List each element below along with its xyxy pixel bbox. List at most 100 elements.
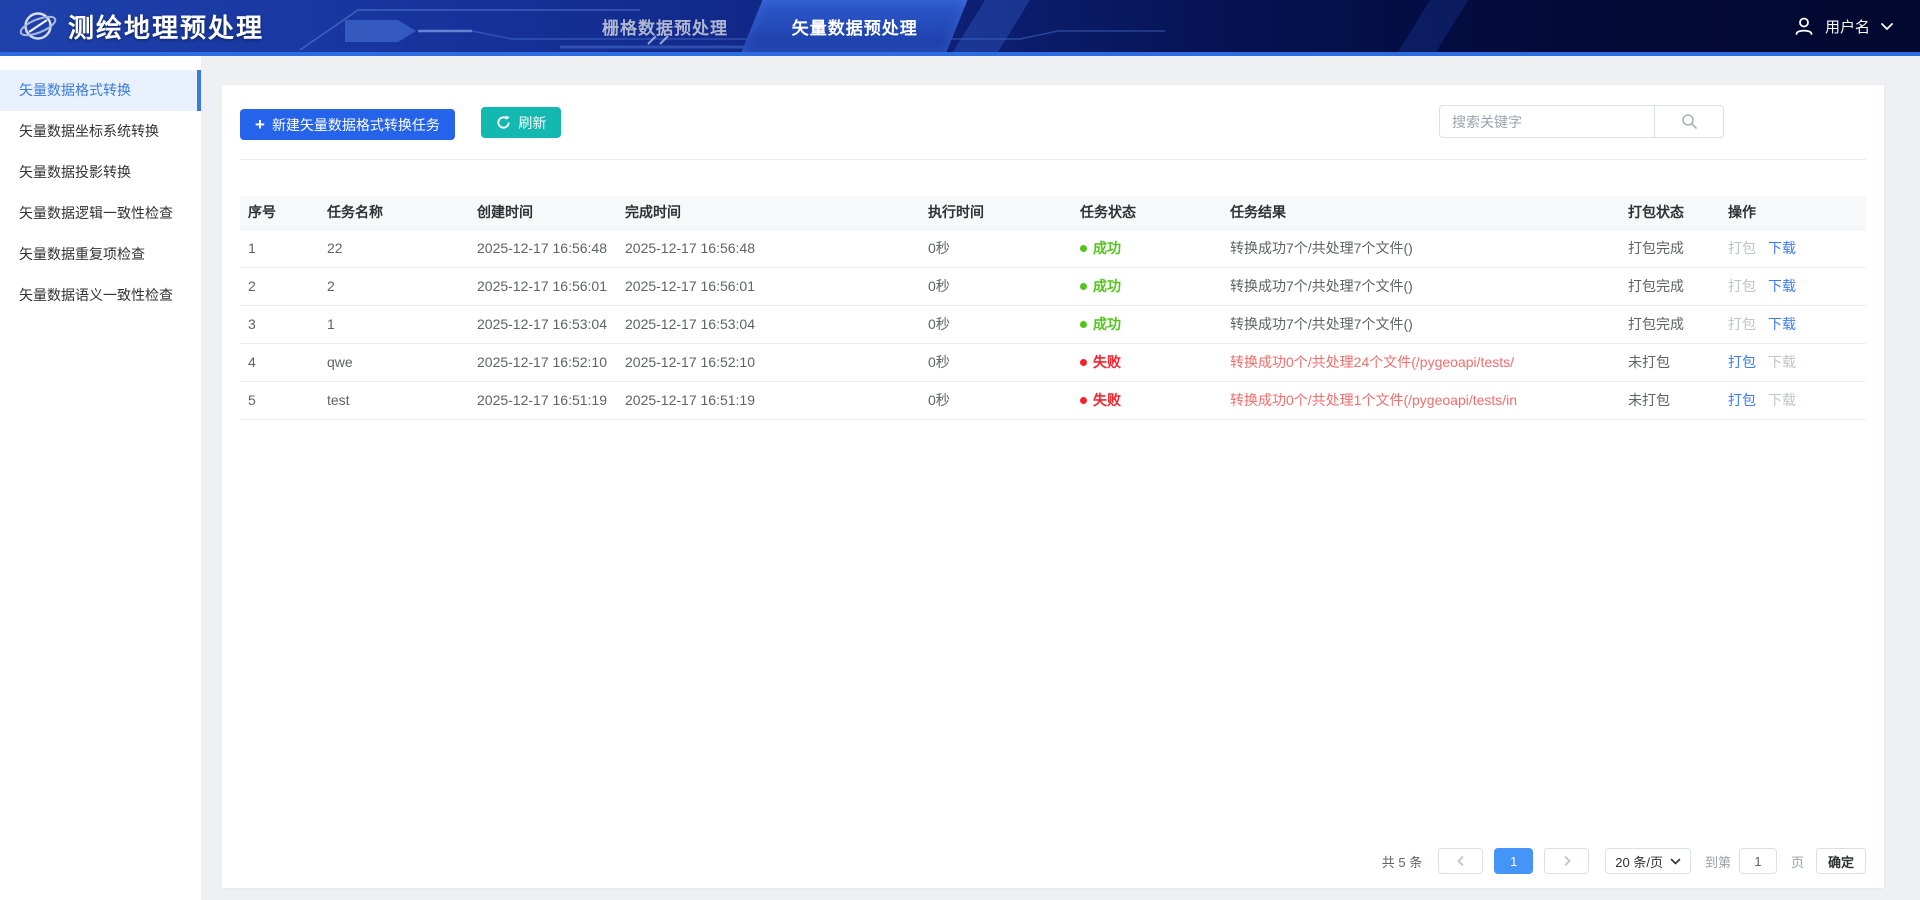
cell-seq: 1 — [240, 229, 319, 268]
col-result: 任务结果 — [1222, 196, 1620, 230]
cell-actions: 打包 下载 — [1720, 267, 1866, 306]
search-button[interactable] — [1654, 105, 1724, 138]
refresh-icon — [497, 115, 511, 129]
sidebar-item-semantic-consistency-check[interactable]: 矢量数据语义一致性检查 — [19, 287, 173, 303]
cell-actions: 打包 下载 — [1720, 343, 1866, 382]
cell-package-status: 打包完成 — [1620, 229, 1720, 268]
cell-exec-time: 0秒 — [920, 343, 1072, 382]
toolbar: + 新建矢量数据格式转换任务 刷新 — [240, 85, 1866, 160]
page-1-button[interactable]: 1 — [1494, 848, 1534, 874]
total-count-label: 共 5 条 — [1381, 854, 1423, 870]
cell-exec-time: 0秒 — [920, 267, 1072, 306]
cell-package-status: 未打包 — [1620, 343, 1720, 382]
col-status: 任务状态 — [1072, 196, 1222, 230]
search-input[interactable] — [1439, 105, 1654, 138]
sidebar: 矢量数据格式转换 矢量数据坐标系统转换 矢量数据投影转换 矢量数据逻辑一致性检查… — [0, 56, 202, 900]
cell-exec-time: 0秒 — [920, 381, 1072, 420]
download-link: 下载 — [1768, 392, 1796, 408]
app-title: 测绘地理预处理 — [68, 12, 265, 43]
col-exec-time: 执行时间 — [920, 196, 1072, 230]
download-link[interactable]: 下载 — [1768, 278, 1796, 294]
cell-seq: 4 — [240, 343, 319, 382]
cell-finished: 2025-12-17 16:53:04 — [617, 305, 920, 344]
cell-seq: 2 — [240, 267, 319, 306]
status-dot — [1080, 283, 1087, 290]
sidebar-item-projection-conversion[interactable]: 矢量数据投影转换 — [19, 164, 131, 180]
chevron-down-icon — [1670, 858, 1681, 865]
cell-task-name: qwe — [319, 343, 469, 382]
pagination: 共 5 条 1 20 条/页 — [1382, 848, 1866, 874]
cell-status: 失败 — [1072, 381, 1222, 420]
sidebar-item-format-conversion[interactable]: 矢量数据格式转换 — [0, 70, 201, 111]
cell-package-status: 打包完成 — [1620, 267, 1720, 306]
cell-seq: 3 — [240, 305, 319, 344]
cell-status: 成功 — [1072, 229, 1222, 268]
sidebar-item-logic-consistency-check[interactable]: 矢量数据逻辑一致性检查 — [19, 205, 173, 221]
refresh-button[interactable]: 刷新 — [481, 107, 562, 138]
col-seq: 序号 — [240, 196, 319, 230]
goto-suffix-label: 页 — [1790, 854, 1804, 870]
plus-icon: + — [255, 115, 265, 134]
tab-vector-preprocessing[interactable]: 矢量数据预处理 — [741, 0, 968, 52]
cell-finished: 2025-12-17 16:56:01 — [617, 267, 920, 306]
sidebar-item-duplicate-check[interactable]: 矢量数据重复项检查 — [19, 246, 145, 262]
table-header-row: 序号 任务名称 创建时间 完成时间 执行时间 任务状态 任务结果 打包状态 操作 — [240, 196, 1866, 230]
cell-result: 转换成功7个/共处理7个文件() — [1222, 305, 1620, 344]
task-table: 序号 任务名称 创建时间 完成时间 执行时间 任务状态 任务结果 打包状态 操作… — [240, 196, 1866, 420]
main-area: + 新建矢量数据格式转换任务 刷新 — [202, 56, 1920, 900]
download-link[interactable]: 下载 — [1768, 240, 1796, 256]
cell-package-status: 打包完成 — [1620, 305, 1720, 344]
new-task-button[interactable]: + 新建矢量数据格式转换任务 — [240, 109, 455, 140]
cell-actions: 打包 下载 — [1720, 305, 1866, 344]
cell-exec-time: 0秒 — [920, 229, 1072, 268]
cell-result: 转换成功0个/共处理1个文件(/pygeoapi/tests/in — [1222, 381, 1620, 420]
col-created: 创建时间 — [469, 196, 617, 230]
download-link[interactable]: 下载 — [1768, 316, 1796, 332]
table-row: 3 1 2025-12-17 16:53:04 2025-12-17 16:53… — [240, 305, 1866, 344]
col-task-name: 任务名称 — [319, 196, 469, 230]
tab-label: 矢量数据预处理 — [791, 18, 918, 38]
package-link: 打包 — [1728, 240, 1756, 256]
status-dot — [1080, 245, 1087, 252]
next-page-button[interactable] — [1544, 848, 1590, 874]
status-dot — [1080, 359, 1087, 366]
page-size-select[interactable]: 20 条/页 — [1605, 848, 1691, 874]
cell-created: 2025-12-17 16:51:19 — [469, 381, 617, 420]
cell-task-name: test — [319, 381, 469, 420]
download-link: 下载 — [1768, 354, 1796, 370]
status-dot — [1080, 321, 1087, 328]
sidebar-item-coordinate-conversion[interactable]: 矢量数据坐标系统转换 — [19, 123, 159, 139]
cell-created: 2025-12-17 16:52:10 — [469, 343, 617, 382]
cell-status: 失败 — [1072, 343, 1222, 382]
col-finished: 完成时间 — [617, 196, 920, 230]
cell-finished: 2025-12-17 16:51:19 — [617, 381, 920, 420]
goto-page-input[interactable] — [1738, 848, 1777, 874]
app-logo: 测绘地理预处理 — [18, 0, 264, 52]
cell-result: 转换成功7个/共处理7个文件() — [1222, 267, 1620, 306]
user-name: 用户名 — [1824, 18, 1870, 36]
cell-task-name: 22 — [319, 229, 469, 268]
globe-logo-icon — [19, 12, 57, 40]
status-dot — [1080, 397, 1087, 404]
prev-page-button[interactable] — [1438, 848, 1484, 874]
cell-created: 2025-12-17 16:56:01 — [469, 267, 617, 306]
chevron-right-icon — [1564, 855, 1571, 867]
search-icon — [1681, 114, 1697, 129]
goto-prefix-label: 到第 — [1704, 854, 1731, 870]
table-row: 5 test 2025-12-17 16:51:19 2025-12-17 16… — [240, 381, 1866, 420]
tab-raster-preprocessing[interactable]: 栅格数据预处理 — [565, 0, 765, 52]
package-link[interactable]: 打包 — [1728, 392, 1756, 408]
cell-finished: 2025-12-17 16:56:48 — [617, 229, 920, 268]
package-link[interactable]: 打包 — [1728, 354, 1756, 370]
cell-result: 转换成功0个/共处理24个文件(/pygeoapi/tests/ — [1222, 343, 1620, 382]
user-menu[interactable]: 用户名 — [1793, 0, 1894, 52]
tab-label: 栅格数据预处理 — [602, 18, 728, 38]
cell-seq: 5 — [240, 381, 319, 420]
page-size-value: 20 条/页 — [1615, 854, 1663, 870]
confirm-page-button[interactable]: 确定 — [1815, 848, 1866, 874]
cell-created: 2025-12-17 16:56:48 — [469, 229, 617, 268]
content-card: + 新建矢量数据格式转换任务 刷新 — [222, 85, 1884, 888]
user-icon — [1795, 17, 1813, 35]
table-row: 4 qwe 2025-12-17 16:52:10 2025-12-17 16:… — [240, 343, 1866, 382]
cell-package-status: 未打包 — [1620, 381, 1720, 420]
